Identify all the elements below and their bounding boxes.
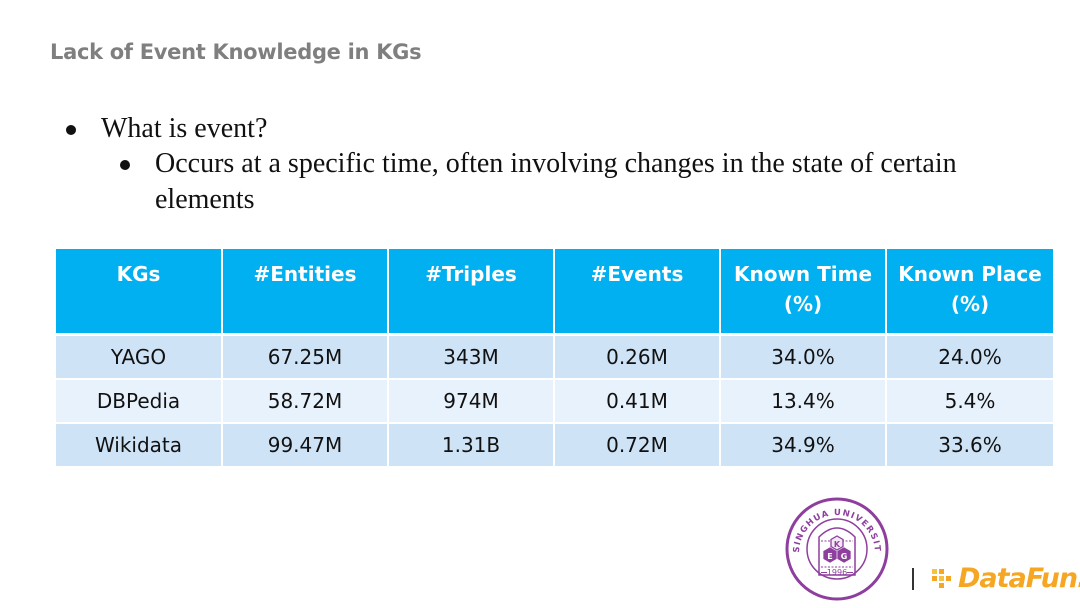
- bullet-dot-icon: [120, 160, 130, 170]
- table-cell: DBPedia: [56, 379, 223, 424]
- kg-stats-table: KGs #Entities #Triples #Events Known Tim…: [56, 249, 1053, 468]
- table-cell: 67.25M: [222, 334, 389, 380]
- logo-divider: [912, 568, 914, 590]
- bullet-dot-icon: [66, 125, 76, 135]
- bullet-level1-text: What is event?: [101, 113, 268, 144]
- table-cell: 34.9%: [720, 423, 887, 468]
- svg-text:G: G: [841, 552, 848, 561]
- table-cell: 974M: [388, 379, 555, 424]
- slide-title: Lack of Event Knowledge in KGs: [50, 40, 422, 64]
- table-header-row: KGs #Entities #Triples #Events Known Tim…: [56, 249, 1053, 336]
- header-known-place: Known Place (%): [886, 249, 1053, 336]
- svg-text:E: E: [827, 552, 832, 561]
- keg-hexagons-icon: [823, 535, 851, 563]
- table-row: YAGO 67.25M 343M 0.26M 34.0% 24.0%: [56, 334, 1053, 380]
- table-cell: YAGO: [56, 334, 223, 380]
- table-cell: 99.47M: [222, 423, 389, 468]
- header-events: #Events: [554, 249, 721, 336]
- table-cell: 5.4%: [886, 379, 1053, 424]
- table-cell: 34.0%: [720, 334, 887, 380]
- table-cell: 1.31B: [388, 423, 555, 468]
- datafun-logo: DataFun.: [930, 560, 1080, 596]
- table-cell: 343M: [388, 334, 555, 380]
- tsinghua-keg-seal-logo: TSINGHUA UNIVERSITY K E G 1996: [785, 497, 889, 601]
- table-row: Wikidata 99.47M 1.31B 0.72M 34.9% 33.6%: [56, 423, 1053, 468]
- header-entities: #Entities: [222, 249, 389, 336]
- table-cell: 13.4%: [720, 379, 887, 424]
- header-kgs: KGs: [56, 249, 223, 336]
- datafun-brand-text: DataFun.: [958, 562, 1080, 594]
- bullet-level2-text: Occurs at a specific time, often involvi…: [155, 148, 957, 215]
- table-cell: 24.0%: [886, 334, 1053, 380]
- svg-text:1996: 1996: [827, 568, 847, 577]
- table-cell: 0.72M: [554, 423, 721, 468]
- datafun-dots-icon: [932, 569, 951, 588]
- table-cell: Wikidata: [56, 423, 223, 468]
- table-cell: 0.26M: [554, 334, 721, 380]
- table-row: DBPedia 58.72M 974M 0.41M 13.4% 5.4%: [56, 379, 1053, 424]
- header-triples: #Triples: [388, 249, 555, 336]
- table-cell: 58.72M: [222, 379, 389, 424]
- table-cell: 0.41M: [554, 379, 721, 424]
- header-known-time: Known Time (%): [720, 249, 887, 336]
- table-cell: 33.6%: [886, 423, 1053, 468]
- svg-text:K: K: [834, 540, 841, 549]
